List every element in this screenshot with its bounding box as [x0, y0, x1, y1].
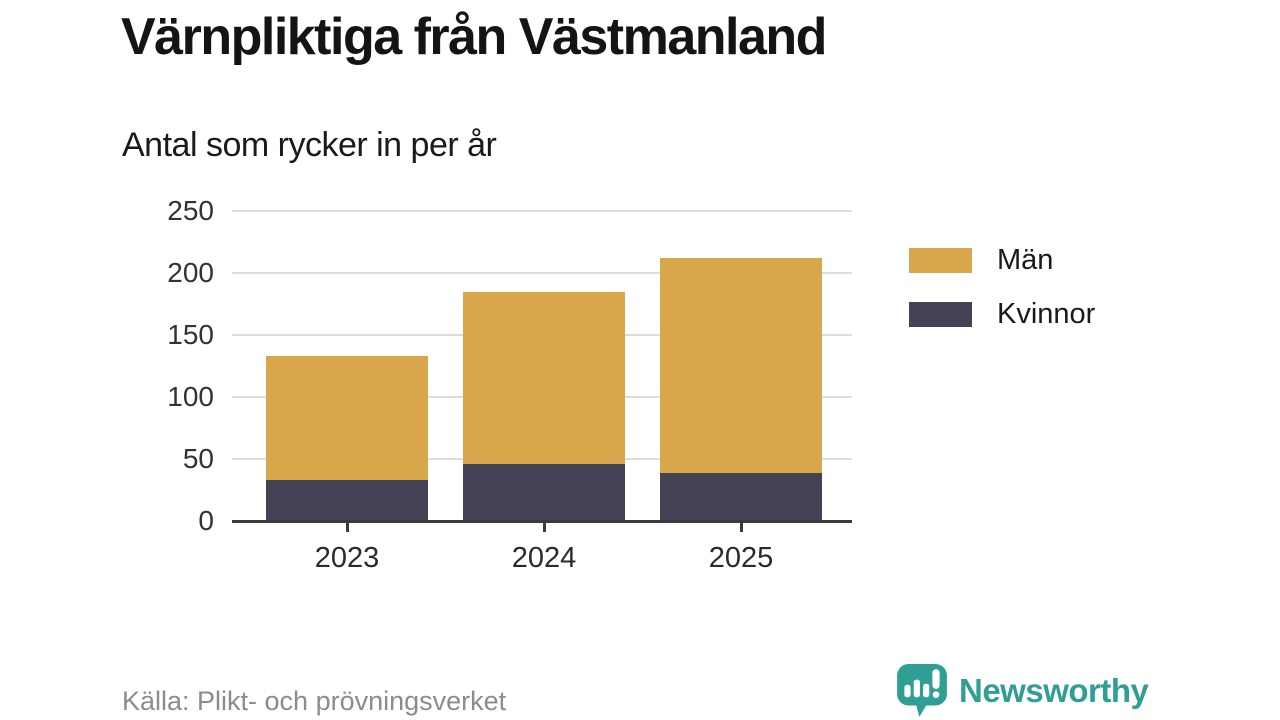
x-axis-line [232, 520, 852, 523]
bar-segment-män-2023 [266, 356, 428, 481]
x-tick-label-2023: 2023 [314, 542, 380, 574]
newsworthy-logo: Newsworthy [895, 663, 1149, 719]
y-tick-label: 250 [167, 195, 214, 226]
legend-swatch-men [909, 248, 972, 273]
source-note: Källa: Plikt- och prövningsverket [122, 686, 507, 716]
gridline-250 [232, 210, 852, 212]
x-tick-label-2025: 2025 [708, 542, 774, 574]
legend-label-men: Män [997, 244, 1054, 276]
gridline-200 [232, 272, 852, 274]
legend: Män Kvinnor [909, 244, 1095, 352]
newsworthy-wordmark: Newsworthy [959, 672, 1149, 709]
legend-swatch-women [909, 302, 972, 327]
y-tick-label: 50 [182, 443, 214, 474]
bar-segment-kvinnor-2023 [266, 480, 428, 521]
x-tick-label-2024: 2024 [511, 542, 577, 574]
chart-title: Värnpliktiga från Västmanland [121, 8, 827, 66]
bar-segment-kvinnor-2024 [463, 463, 625, 521]
bar-segment-män-2025 [660, 258, 822, 473]
bar-segment-kvinnor-2025 [660, 472, 822, 521]
y-tick-label: 200 [167, 257, 214, 288]
y-tick-label: 150 [167, 319, 214, 350]
legend-item-men: Män [909, 244, 1095, 277]
x-axis-tick-2023 [345, 523, 349, 532]
legend-label-women: Kvinnor [997, 298, 1096, 330]
x-axis-tick-2025 [739, 523, 743, 532]
chart-subtitle: Antal som rycker in per år [122, 126, 497, 164]
speech-bubble-bar-chart-exclamation-icon [897, 664, 947, 717]
y-tick-label: 100 [167, 381, 214, 412]
x-axis-tick-2024 [542, 523, 546, 532]
legend-item-women: Kvinnor [909, 298, 1095, 331]
bar-segment-män-2024 [463, 291, 625, 464]
y-tick-label: 0 [198, 505, 214, 536]
